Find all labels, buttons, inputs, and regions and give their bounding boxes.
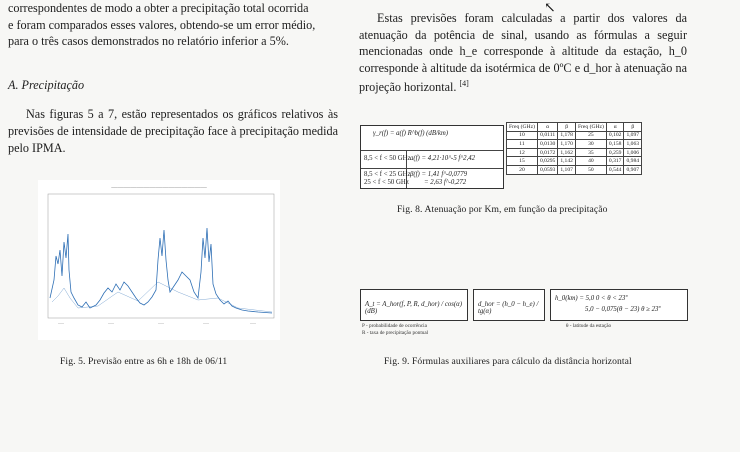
table-row: 20 0,0593 1,107 50 0,544 0,907 bbox=[506, 164, 643, 175]
text-line: e foram comparados esses valores, obtend… bbox=[8, 17, 316, 32]
formula-text: A_t = A_hor(f, P, R, d_hor) / cos(α) (dB… bbox=[365, 301, 463, 315]
mouse-cursor-icon: ↖ bbox=[544, 1, 556, 16]
table-cell: 0,0295 bbox=[536, 156, 559, 166]
figure-5-caption: Fig. 5. Previsão entre as 6h e 18h de 06… bbox=[60, 356, 228, 367]
paragraph: Nas figuras 5 a 7, estão representados o… bbox=[8, 107, 338, 155]
attenuation-formula-box: γ_r(f) = a(f) R^b(f) (dB/km) 8,5 < f < 5… bbox=[360, 125, 504, 189]
section-heading: A. Precipitação bbox=[8, 77, 85, 92]
table-cell: 0,984 bbox=[623, 156, 643, 166]
table-cell: 10 bbox=[506, 130, 538, 141]
table-cell: 1,006 bbox=[623, 147, 643, 158]
table-cell: 0,102 bbox=[605, 130, 625, 141]
range-label: 25 < f < 50 GHz bbox=[364, 179, 409, 186]
note: P - probabilidade de ocorrência bbox=[362, 323, 427, 329]
table-cell: 30 bbox=[574, 139, 607, 149]
table-cell: 12 bbox=[506, 147, 538, 158]
table-row: 11 0,0130 1,170 30 0,158 1,063 bbox=[506, 139, 643, 149]
table-cell: 1,063 bbox=[623, 139, 643, 149]
beta-formula: β(f) = 1,41 f^-0,0779 bbox=[410, 171, 468, 178]
alpha-formula: a(f) = 4,21·10^-5 f^2,42 bbox=[410, 155, 476, 162]
paragraph: Estas previsões foram calculadas a parti… bbox=[359, 10, 687, 96]
table-cell: 20 bbox=[506, 164, 538, 175]
isotherm-altitude-formula: h_0(km) = 5,0 0 < θ < 23º 5,0 − 0,075(θ … bbox=[550, 289, 688, 321]
table-cell: 1,178 bbox=[557, 130, 576, 141]
right-column: Estas previsões foram calculadas a parti… bbox=[359, 0, 687, 96]
figure-8-caption: Fig. 8. Atenuação por Km, em função da p… bbox=[397, 204, 608, 215]
table-cell: 40 bbox=[574, 156, 607, 166]
table-row: 10 0,0111 1,178 25 0,102 1,097 bbox=[506, 130, 643, 141]
range-label: 8,5 < f < 50 GHz bbox=[364, 155, 411, 162]
table-header: α bbox=[536, 122, 559, 132]
table-cell: 1,142 bbox=[557, 156, 576, 166]
svg-text:——: —— bbox=[58, 321, 64, 325]
citation: [4] bbox=[459, 79, 469, 89]
svg-text:——: —— bbox=[203, 321, 209, 325]
table-cell: 11 bbox=[506, 139, 538, 149]
text-line: correspondentes de modo a obter a precip… bbox=[8, 1, 309, 15]
table-cell: 15 bbox=[506, 156, 538, 166]
table-cell: 1,107 bbox=[557, 164, 576, 175]
note: R - taxa de precipitação pontual bbox=[362, 330, 429, 336]
table-header: α bbox=[605, 122, 625, 132]
table-header: β bbox=[623, 122, 643, 132]
total-attenuation-formula: A_t = A_hor(f, P, R, d_hor) / cos(α) (dB… bbox=[360, 289, 468, 321]
table-cell: 1,170 bbox=[557, 139, 576, 149]
table-cell: 0,907 bbox=[623, 164, 643, 175]
table-cell: 0,0172 bbox=[536, 147, 559, 158]
table-row: 15 0,0295 1,142 40 0,317 0,984 bbox=[506, 156, 643, 166]
left-column: correspondentes de modo a obter a precip… bbox=[8, 0, 338, 156]
table-cell: 0,317 bbox=[605, 156, 625, 166]
table-cell: 1,162 bbox=[557, 147, 576, 158]
paragraph-text: Estas previsões foram calculadas a parti… bbox=[359, 11, 687, 95]
table-header: Freq (GHz) bbox=[506, 122, 538, 132]
alpha-beta-table: Freq (GHz) α β Freq (GHz) α β 10 0,0111 1,… bbox=[506, 122, 643, 175]
formula-header: γ_r(f) = a(f) R^b(f) (dB/km) bbox=[373, 130, 449, 137]
beta-formula: = 2,63 f^-0,272 bbox=[424, 179, 467, 186]
formula-text: d_hor = (h_0 − h_e) / tg(α) bbox=[478, 301, 539, 315]
table-header: β bbox=[557, 122, 576, 132]
range-label: 8,5 < f < 25 GHz bbox=[364, 171, 411, 178]
table-cell: 0,158 bbox=[605, 139, 625, 149]
forecast-line bbox=[49, 227, 273, 314]
table-cell: 0,0111 bbox=[536, 130, 559, 141]
table-cell: 0,544 bbox=[605, 164, 625, 175]
text-line: para o três casos demonstrados no relató… bbox=[8, 34, 289, 49]
formula-text: 5,0 − 0,075(θ − 23) θ ≥ 23º bbox=[585, 306, 661, 313]
svg-text:——: —— bbox=[250, 321, 256, 325]
table-header: Freq (GHz) bbox=[574, 122, 607, 132]
note: θ - latitude da estação bbox=[566, 323, 612, 329]
table-cell: 1,097 bbox=[623, 130, 643, 141]
svg-text:——: —— bbox=[108, 321, 114, 325]
table-cell: 35 bbox=[574, 147, 607, 158]
svg-text:——: —— bbox=[158, 321, 164, 325]
precipitation-forecast-plot: —————————————————————————————— —— —— —— ——… bbox=[38, 180, 280, 340]
table-cell: 0,0593 bbox=[536, 164, 559, 175]
table-cell: 50 bbox=[574, 164, 607, 175]
table-row: 12 0,0172 1,162 35 0,259 1,006 bbox=[506, 147, 643, 158]
figure-9-caption: Fig. 9. Fórmulas auxiliares para cálculo… bbox=[384, 356, 632, 367]
table-cell: 0,259 bbox=[605, 147, 625, 158]
formula-text: h_0(km) = 5,0 0 < θ < 23º bbox=[555, 295, 628, 302]
horizontal-distance-formula: d_hor = (h_0 − h_e) / tg(α) bbox=[473, 289, 545, 321]
table-cell: 25 bbox=[574, 130, 607, 141]
svg-text:——————————————————————————————: —————————————————————————————— bbox=[111, 185, 207, 189]
table-cell: 0,0130 bbox=[536, 139, 559, 149]
